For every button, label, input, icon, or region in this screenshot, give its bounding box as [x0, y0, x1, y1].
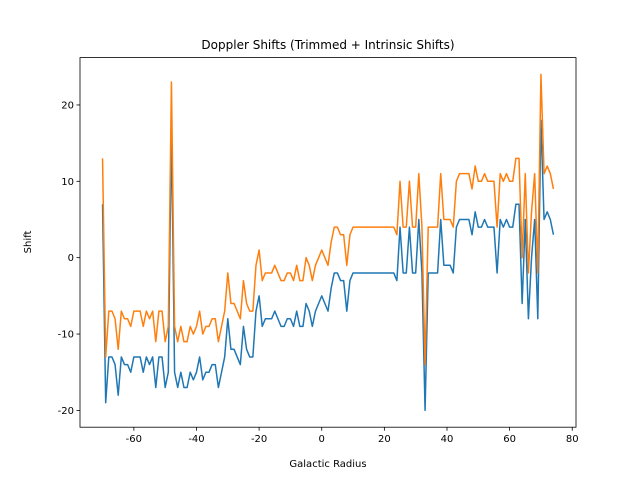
x-axis-label: Galactic Radius — [289, 459, 366, 470]
x-tick-label: -40 — [188, 434, 204, 445]
chart-title: Doppler Shifts (Trimmed + Intrinsic Shif… — [201, 38, 454, 52]
x-tick-label: 40 — [441, 434, 454, 445]
x-tick-label: 80 — [566, 434, 579, 445]
y-tick-label: -10 — [58, 330, 74, 341]
y-tick-label: -20 — [58, 406, 74, 417]
y-tick-label: 0 — [68, 253, 74, 264]
x-tick-label: 20 — [378, 434, 391, 445]
data-line — [101, 119, 555, 412]
data-line — [101, 73, 555, 366]
y-tick-label: 20 — [61, 100, 74, 111]
y-axis-label: Shift — [23, 231, 34, 254]
plot-frame — [79, 57, 577, 428]
x-tick-label: -60 — [126, 434, 142, 445]
y-tick-label: 10 — [61, 177, 74, 188]
x-tick-label: 0 — [319, 434, 325, 445]
x-tick-label: -20 — [251, 434, 267, 445]
x-tick-label: 60 — [503, 434, 516, 445]
